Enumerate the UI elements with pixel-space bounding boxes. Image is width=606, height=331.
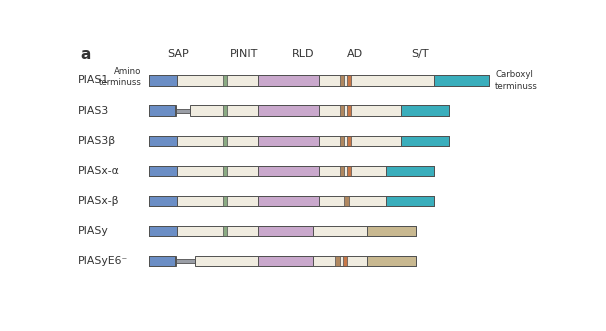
Bar <box>223 106 227 116</box>
Bar <box>385 196 434 206</box>
Bar <box>148 256 175 266</box>
Bar <box>258 75 319 86</box>
Text: AD: AD <box>347 49 363 59</box>
Bar <box>342 256 347 266</box>
Text: a: a <box>81 47 91 62</box>
Bar <box>223 226 227 236</box>
Bar <box>223 166 227 176</box>
Text: PIAS3β: PIAS3β <box>78 136 116 146</box>
Bar <box>258 196 319 206</box>
Text: RLD: RLD <box>292 49 315 59</box>
Bar <box>347 136 351 146</box>
Text: PIASx-α: PIASx-α <box>78 166 120 176</box>
Bar <box>148 196 434 206</box>
Text: Carboxyl
terminuss: Carboxyl terminuss <box>495 71 538 91</box>
Bar <box>148 106 175 116</box>
Bar <box>340 75 344 86</box>
Bar <box>401 136 449 146</box>
Bar <box>148 136 449 146</box>
Bar <box>340 166 344 176</box>
Bar <box>340 106 344 116</box>
Bar <box>176 109 190 113</box>
Bar <box>367 256 416 266</box>
Text: S/T: S/T <box>411 49 429 59</box>
Bar <box>336 256 340 266</box>
Bar <box>434 75 489 86</box>
Bar <box>176 259 195 263</box>
Bar <box>223 75 227 86</box>
Bar <box>344 196 348 206</box>
Bar <box>148 256 176 266</box>
Bar <box>195 256 416 266</box>
Bar <box>401 106 449 116</box>
Bar <box>385 166 434 176</box>
Text: PIASx-β: PIASx-β <box>78 196 119 206</box>
Text: PINIT: PINIT <box>230 49 258 59</box>
Bar <box>258 226 313 236</box>
Bar <box>148 166 177 176</box>
Bar <box>148 196 177 206</box>
Bar <box>258 106 319 116</box>
Bar <box>340 136 344 146</box>
Bar <box>148 136 177 146</box>
Text: Amino
terminuss: Amino terminuss <box>99 68 142 87</box>
Bar <box>347 75 351 86</box>
Bar <box>258 256 313 266</box>
Bar <box>258 136 319 146</box>
Text: PIASy: PIASy <box>78 226 109 236</box>
Bar <box>148 75 177 86</box>
Bar <box>258 166 319 176</box>
Bar <box>190 106 449 116</box>
Text: PIAS3: PIAS3 <box>78 106 109 116</box>
Bar <box>148 226 416 236</box>
Bar <box>148 166 434 176</box>
Bar <box>223 136 227 146</box>
Text: SAP: SAP <box>167 49 189 59</box>
Bar <box>347 106 351 116</box>
Bar <box>223 196 227 206</box>
Bar <box>347 166 351 176</box>
Text: PIASyE6⁻: PIASyE6⁻ <box>78 256 128 266</box>
Bar <box>148 226 177 236</box>
Bar <box>148 106 176 116</box>
Text: PIAS1: PIAS1 <box>78 75 109 85</box>
Bar <box>148 75 489 86</box>
Bar <box>367 226 416 236</box>
